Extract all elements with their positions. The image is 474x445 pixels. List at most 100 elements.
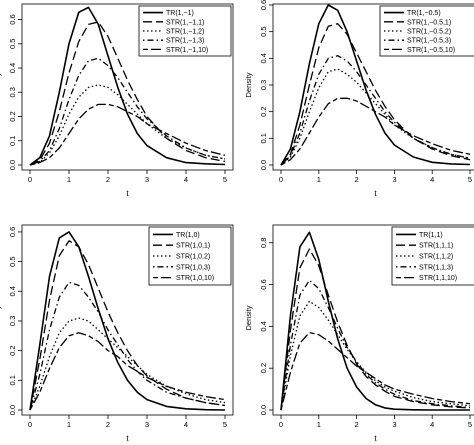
x-axis-label: t [126, 434, 129, 443]
y-tick-label: 0.4 [8, 63, 17, 73]
series-line-4 [29, 281, 226, 411]
y-tick-label: 0.2 [259, 363, 268, 373]
x-tick-label: 0 [279, 175, 283, 184]
y-tick-label: 0.3 [259, 80, 268, 90]
y-tick-label: 0.4 [259, 53, 268, 63]
y-tick-label: 0.6 [259, 279, 268, 289]
x-tick-label: 4 [430, 420, 434, 429]
legend: TR(1,0) STR(1,0,1) STR(1,0,2) STR(1,0,3) STR… [148, 226, 232, 286]
series-line-5 [29, 103, 226, 166]
legend-entry: STR(1,−1,3) [166, 38, 204, 45]
legend-entry: STR(1,−1,10) [166, 47, 208, 54]
x-tick-label: 3 [145, 175, 149, 184]
legend-entry: STR(1,1,2) [419, 254, 453, 261]
y-axis-label: Density [0, 72, 2, 97]
series-line-3 [29, 84, 226, 166]
legend-box [391, 226, 474, 286]
legend-entry: STR(1,−0.5,2) [407, 29, 451, 36]
x-tick-label: 2 [106, 175, 110, 184]
legend-box [138, 5, 232, 57]
x-tick-label: 0 [279, 420, 283, 429]
panel-1: 0.0 0.1 0.2 0.3 0.4 0.5 0.6 0 1 2 3 4 5 t Density TR(1,… [0, 3, 234, 198]
legend-entry: STR(1,−0.5,3) [407, 38, 451, 45]
series-line-1 [280, 231, 470, 411]
panel-3: 0.0 0.1 0.2 0.3 0.4 0.5 0.6 0 1 2 3 4 5 t Density TR(1,… [0, 224, 234, 443]
series-line-3 [280, 300, 471, 411]
series-line-5 [280, 97, 471, 166]
x-tick-label: 5 [468, 175, 472, 184]
x-tick-label: 1 [67, 420, 71, 429]
y-tick-label: 0.1 [8, 375, 17, 385]
x-tick-label: 5 [468, 420, 472, 429]
panel-2: 0.0 0.1 0.2 0.3 0.4 0.5 0.6 0 1 2 3 4 5 t Density TR(1,… [244, 0, 474, 198]
y-tick-label: 0.2 [8, 111, 17, 121]
series-line-1 [29, 6, 226, 166]
y-tick-label: 0.6 [259, 0, 268, 10]
y-tick-label: 0.0 [259, 160, 268, 170]
series-line-5 [29, 332, 226, 411]
series-line-5 [280, 331, 471, 411]
x-tick-label: 0 [28, 420, 32, 429]
series-line-4 [280, 55, 471, 166]
y-axis-label: Density [244, 72, 253, 97]
series-line-2 [29, 21, 226, 166]
x-tick-label: 5 [223, 420, 227, 429]
y-tick-label: 0.1 [8, 136, 17, 146]
y-tick-label: 0.5 [8, 39, 17, 49]
legend: TR(1,−0.5) STR(1,−0.5,1) STR(1,−0.5,2) STR(… [379, 5, 474, 57]
y-axis-label: Density [244, 305, 253, 330]
series-line-3 [29, 317, 226, 411]
y-tick-label: 0.3 [8, 87, 17, 97]
legend-entry: STR(1,−1,2) [166, 29, 204, 36]
legend-box [148, 226, 232, 286]
plot-frame [272, 3, 474, 171]
y-tick-label: 0.4 [259, 321, 268, 331]
x-tick-label: 3 [145, 420, 149, 429]
legend-entry: TR(1,−1) [166, 10, 194, 17]
legend-entry: TR(1,−0.5) [407, 10, 441, 17]
x-tick-label: 5 [223, 175, 227, 184]
x-tick-label: 3 [392, 175, 396, 184]
y-tick-label: 0.3 [8, 316, 17, 326]
y-tick-label: 0.6 [8, 227, 17, 237]
legend-entry: STR(1,1,10) [419, 275, 457, 282]
x-tick-label: 1 [317, 175, 321, 184]
legend-entry: STR(1,1,3) [419, 264, 453, 271]
x-tick-label: 1 [67, 175, 71, 184]
x-tick-label: 4 [184, 420, 188, 429]
legend-entry: TR(1,0) [176, 232, 200, 239]
y-tick-label: 0.1 [259, 133, 268, 143]
y-tick-label: 0.4 [8, 286, 17, 296]
legend-entry: STR(1,−0.5,10) [407, 47, 455, 54]
series-line-4 [280, 279, 471, 411]
x-tick-label: 1 [317, 420, 321, 429]
x-tick-label: 4 [184, 175, 188, 184]
legend-box [379, 5, 474, 57]
x-tick-label: 2 [106, 420, 110, 429]
x-tick-label: 2 [355, 420, 359, 429]
y-tick-label: 0.0 [259, 405, 268, 415]
plot-frame [21, 224, 234, 416]
y-tick-label: 0.5 [8, 256, 17, 266]
legend-entry: STR(1,−1,1) [166, 19, 204, 26]
legend-entry: STR(1,0,2) [176, 254, 210, 261]
legend-entry: STR(1,0,3) [176, 264, 210, 271]
x-tick-label: 0 [28, 175, 32, 184]
legend-entry: STR(1,1,1) [419, 243, 453, 250]
legend-entry: TR(1,1) [419, 232, 443, 239]
x-axis-label: t [374, 189, 377, 198]
series-line-3 [280, 68, 471, 166]
legend-entry: STR(1,0,10) [176, 275, 214, 282]
legend: TR(1,−1) STR(1,−1,1) STR(1,−1,2) STR(1,−1,3… [138, 5, 232, 57]
x-tick-label: 3 [392, 420, 396, 429]
plot-frame [21, 3, 234, 171]
series-line-4 [29, 57, 226, 166]
y-tick-label: 0.0 [8, 160, 17, 170]
y-axis-label: Density [0, 305, 2, 330]
y-tick-label: 0.8 [259, 238, 268, 248]
x-tick-label: 2 [355, 175, 359, 184]
series-line-2 [280, 248, 471, 411]
x-axis-label: t [126, 189, 129, 198]
y-tick-label: 0.2 [259, 106, 268, 116]
